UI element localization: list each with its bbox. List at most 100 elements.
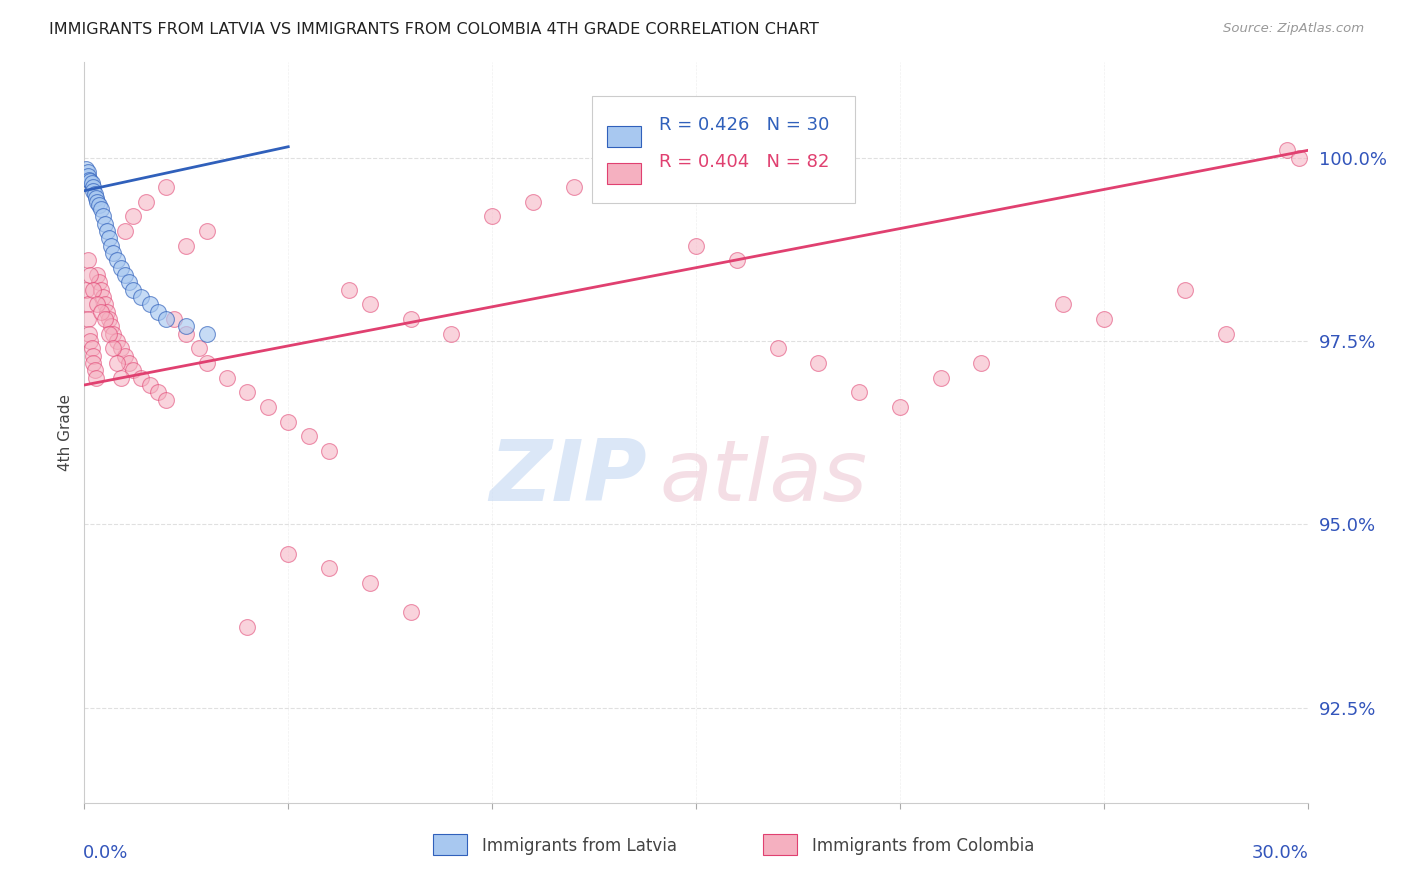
Point xyxy=(848,385,870,400)
Point xyxy=(257,400,280,414)
Point xyxy=(174,326,197,341)
Point xyxy=(440,326,463,341)
Point xyxy=(86,268,108,282)
Point xyxy=(100,319,122,334)
Text: IMMIGRANTS FROM LATVIA VS IMMIGRANTS FROM COLOMBIA 4TH GRADE CORRELATION CHART: IMMIGRANTS FROM LATVIA VS IMMIGRANTS FRO… xyxy=(49,22,820,37)
Point xyxy=(236,620,259,634)
Point xyxy=(76,297,98,311)
Text: Immigrants from Latvia: Immigrants from Latvia xyxy=(482,837,676,855)
Point xyxy=(174,238,197,252)
Point xyxy=(131,370,153,384)
Point xyxy=(114,268,136,282)
Point xyxy=(105,356,128,370)
Point xyxy=(1288,151,1310,165)
Point xyxy=(101,246,124,260)
Point xyxy=(79,334,101,348)
Point xyxy=(97,326,120,341)
Point xyxy=(82,349,104,363)
Point xyxy=(725,253,748,268)
Point xyxy=(114,224,136,238)
Point xyxy=(77,326,100,341)
Point xyxy=(96,224,118,238)
Point xyxy=(766,341,789,355)
Point xyxy=(359,575,381,590)
Point xyxy=(195,224,218,238)
Point xyxy=(1215,326,1237,341)
Point xyxy=(163,312,186,326)
Point xyxy=(122,363,145,377)
Point xyxy=(359,297,381,311)
Point xyxy=(603,165,626,179)
Point xyxy=(101,326,124,341)
Point xyxy=(82,180,104,194)
Text: R = 0.404   N = 82: R = 0.404 N = 82 xyxy=(659,153,830,171)
Point xyxy=(75,283,97,297)
Point xyxy=(87,276,110,290)
Point xyxy=(82,356,104,370)
Point xyxy=(138,378,160,392)
Point xyxy=(83,363,105,377)
Point xyxy=(174,319,197,334)
Text: Immigrants from Colombia: Immigrants from Colombia xyxy=(813,837,1035,855)
Point xyxy=(105,253,128,268)
Point xyxy=(75,161,97,176)
Point xyxy=(83,187,105,202)
Point xyxy=(77,253,100,268)
Point xyxy=(90,304,112,318)
FancyBboxPatch shape xyxy=(763,834,797,855)
Point xyxy=(1277,144,1299,158)
Point xyxy=(110,260,132,275)
Point xyxy=(318,444,340,458)
Point xyxy=(118,276,141,290)
Point xyxy=(86,297,108,311)
Point xyxy=(96,304,118,318)
Point xyxy=(90,202,112,216)
Point xyxy=(399,605,422,619)
Point xyxy=(86,194,108,209)
Point xyxy=(1174,283,1197,297)
Point xyxy=(277,547,299,561)
Point xyxy=(84,191,107,205)
Point xyxy=(970,356,993,370)
Point xyxy=(644,158,666,172)
Text: 0.0%: 0.0% xyxy=(83,844,128,862)
Point xyxy=(155,180,177,194)
Point xyxy=(217,370,239,384)
Point xyxy=(135,194,157,209)
Point xyxy=(131,290,153,304)
Point xyxy=(82,184,104,198)
Point xyxy=(889,400,911,414)
Point xyxy=(318,561,340,575)
FancyBboxPatch shape xyxy=(606,126,641,147)
Point xyxy=(195,356,218,370)
Point xyxy=(339,283,361,297)
Point xyxy=(155,312,177,326)
Point xyxy=(77,172,100,186)
Point xyxy=(76,165,98,179)
Point xyxy=(1092,312,1115,326)
Point xyxy=(79,174,101,188)
Point xyxy=(77,312,100,326)
Text: R = 0.426   N = 30: R = 0.426 N = 30 xyxy=(659,116,830,135)
Point xyxy=(562,180,585,194)
Point xyxy=(187,341,209,355)
Point xyxy=(685,238,707,252)
FancyBboxPatch shape xyxy=(592,95,855,203)
Point xyxy=(236,385,259,400)
Point xyxy=(522,194,544,209)
Text: ZIP: ZIP xyxy=(489,435,647,518)
Point xyxy=(110,370,132,384)
Point xyxy=(80,341,103,355)
Text: Source: ZipAtlas.com: Source: ZipAtlas.com xyxy=(1223,22,1364,36)
Point xyxy=(82,283,104,297)
Point xyxy=(101,341,124,355)
Point xyxy=(155,392,177,407)
Point xyxy=(84,370,107,384)
Point xyxy=(97,231,120,245)
Point xyxy=(79,268,101,282)
Point xyxy=(122,283,145,297)
Point xyxy=(146,385,169,400)
Point xyxy=(110,341,132,355)
Point xyxy=(97,312,120,326)
Point xyxy=(929,370,952,384)
